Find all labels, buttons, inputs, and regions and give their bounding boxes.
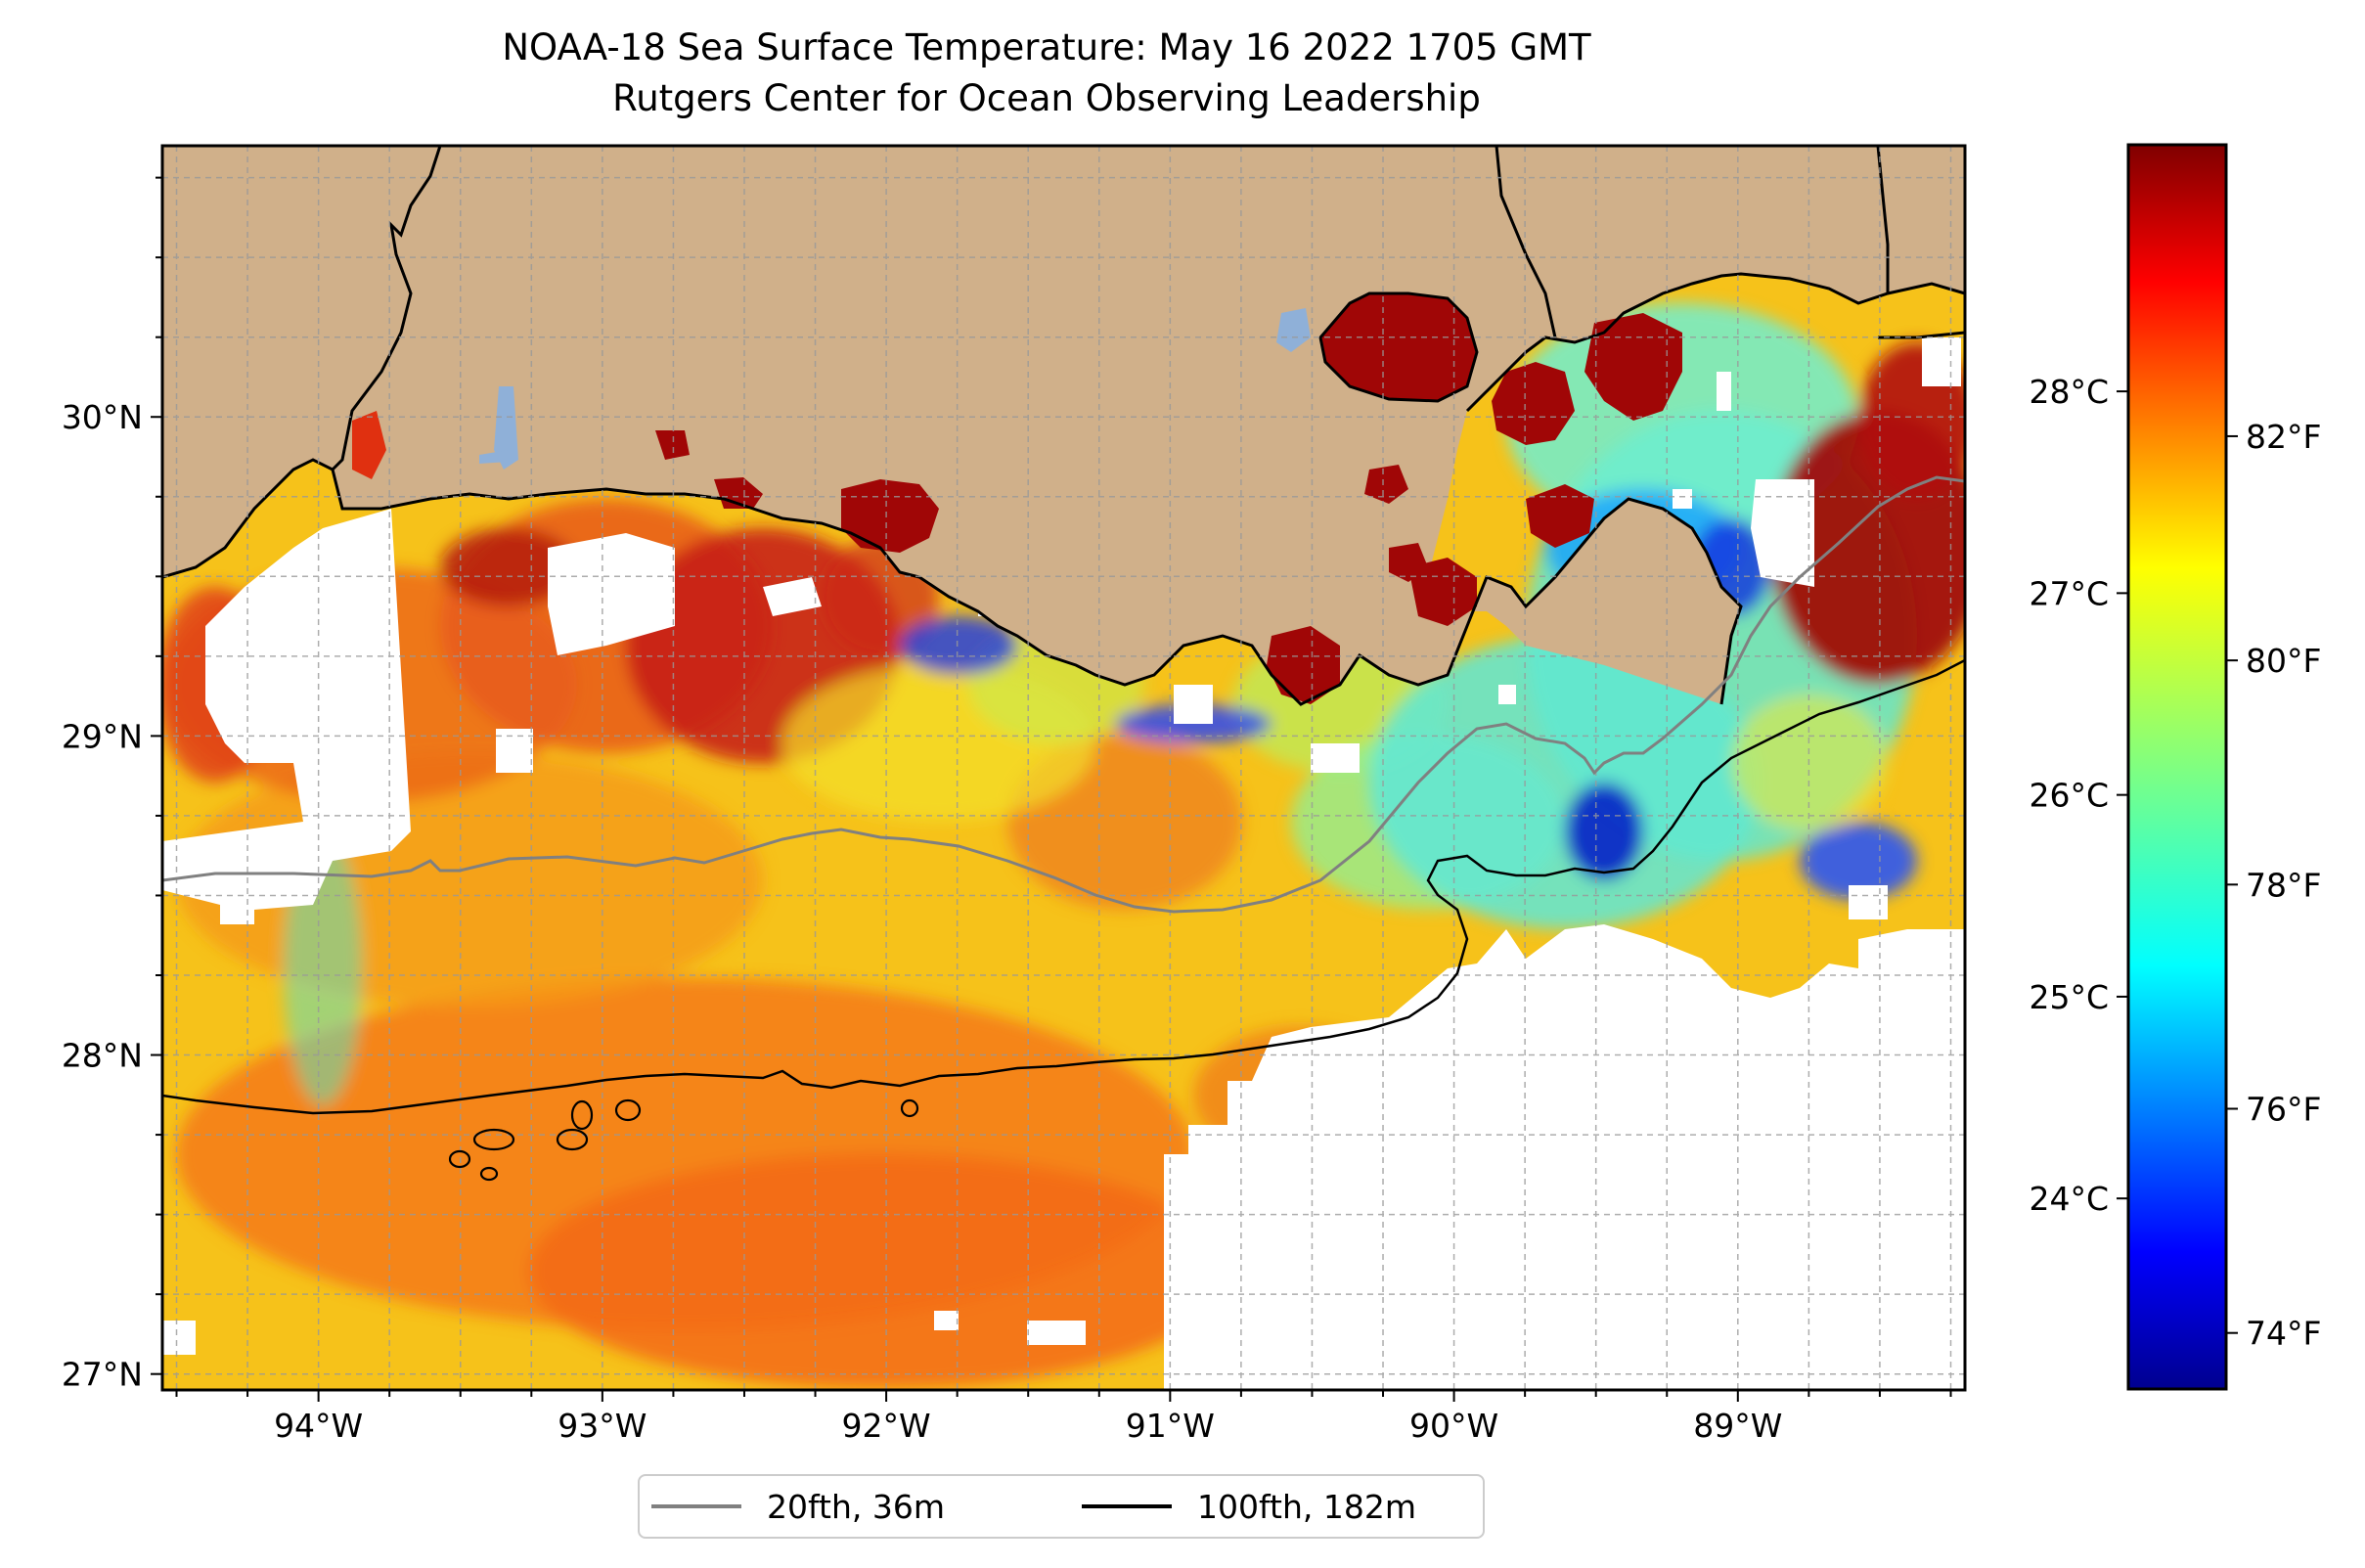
- x-tick-label: 92°W: [842, 1407, 931, 1445]
- x-tick-label: 93°W: [558, 1407, 647, 1445]
- sst-map: 94°W 93°W 92°W 91°W 90°W 89°W 30°N 29°N 28°N 27°N…: [62, 143, 2321, 1445]
- colorbar-c-label: 26°C: [2029, 777, 2109, 815]
- legend-swatch-black: [1082, 1504, 1172, 1508]
- y-tick-label: 28°N: [62, 1037, 143, 1075]
- colorbar-c-label: 25°C: [2029, 978, 2109, 1016]
- legend-label-20fth: 20fth, 36m: [767, 1487, 945, 1526]
- colorbar-ticks: 74°F 76°F 78°F 80°F 82°F 24°C 25°C 26°C 27°C 28°C: [2029, 373, 2321, 1353]
- land: [162, 146, 1965, 704]
- cloud-mask: [162, 337, 1965, 1390]
- axis-ticks: 94°W 93°W 92°W 91°W 90°W 89°W 30°N 29°N 28°N 27°N: [62, 176, 1952, 1445]
- plot-area: [162, 146, 1965, 1390]
- colorbar: 74°F 76°F 78°F 80°F 82°F 24°C 25°C 26°C 27°C 28°C: [2029, 143, 2321, 1391]
- x-tick-label: 91°W: [1126, 1407, 1215, 1445]
- legend-item-100fth: 100fth, 182m: [1082, 1476, 1416, 1537]
- colorbar-f-label: 82°F: [2246, 418, 2321, 456]
- colorbar-f-label: 78°F: [2246, 866, 2321, 904]
- legend-label-100fth: 100fth, 182m: [1197, 1487, 1416, 1526]
- plot-frame: [160, 144, 1967, 1392]
- gridlines: [162, 146, 1965, 1390]
- x-tick-label: 90°W: [1409, 1407, 1498, 1445]
- y-tick-label: 29°N: [62, 717, 143, 755]
- colorbar-frame: [2126, 143, 2228, 1391]
- colorbar-c-label: 24°C: [2029, 1180, 2109, 1218]
- colorbar-gradient: [2128, 145, 2226, 1389]
- colorbar-f-label: 74°F: [2246, 1315, 2321, 1353]
- isobath-islands: [448, 1098, 919, 1182]
- y-tick-label: 27°N: [62, 1356, 143, 1394]
- isobath-100fth-line: [162, 658, 1965, 1115]
- figure-title: NOAA-18 Sea Surface Temperature: May 16 …: [502, 26, 1591, 68]
- colorbar-c-label: 28°C: [2029, 373, 2109, 411]
- x-tick-label: 89°W: [1693, 1407, 1782, 1445]
- legend: 20fth, 36m 100fth, 182m: [638, 1474, 1485, 1539]
- legend-swatch-gray: [651, 1504, 741, 1508]
- inland-water: [352, 293, 1682, 704]
- figure-subtitle: Rutgers Center for Ocean Observing Leade…: [612, 77, 1481, 119]
- isobath-20fth-line: [162, 475, 1965, 914]
- y-tick-label: 30°N: [62, 398, 143, 436]
- colorbar-c-label: 27°C: [2029, 574, 2109, 612]
- x-tick-label: 94°W: [274, 1407, 363, 1445]
- colorbar-f-label: 76°F: [2246, 1091, 2321, 1129]
- colorbar-f-label: 80°F: [2246, 642, 2321, 680]
- legend-item-20fth: 20fth, 36m: [651, 1476, 945, 1537]
